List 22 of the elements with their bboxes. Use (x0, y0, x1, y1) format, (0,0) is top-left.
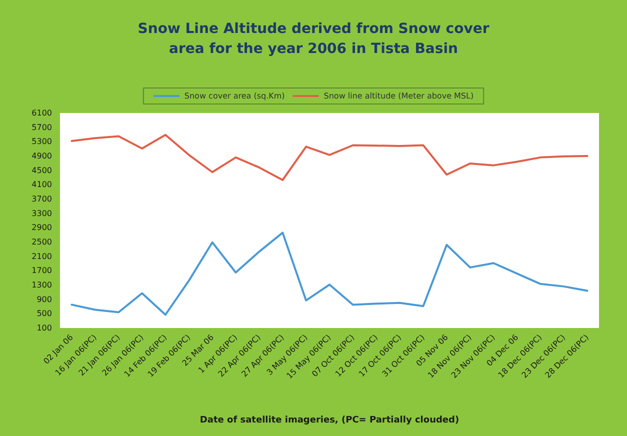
y-tick-label: 900 (36, 294, 52, 304)
y-tick-label: 3300 (32, 208, 52, 218)
line-series (70, 134, 588, 182)
y-tick-label: 4500 (32, 166, 52, 175)
y-tick-label: 2900 (32, 223, 52, 232)
y-tick-label: 1700 (32, 266, 52, 276)
y-tick-label: 2100 (32, 252, 52, 261)
y-tick-label: 2500 (32, 238, 52, 246)
line-series (70, 232, 588, 316)
y-tick-label: 500 (36, 309, 52, 318)
legend-label: Snow cover area (sq.Km) (184, 92, 285, 100)
y-tick-label: 1300 (32, 280, 52, 290)
y-tick-label: 5300 (32, 137, 52, 146)
x-axis-title: Date of satellite imageries, (PC= Partially clouded) (200, 416, 460, 426)
chart-title: Snow Line Altitude derived from Snow cover area for the year 2006 in Tista Basin (138, 21, 490, 57)
y-tick-label: 5700 (32, 122, 52, 132)
y-tick-label: 4900 (32, 152, 52, 160)
y-tick-label: 6100 (32, 108, 52, 118)
y-tick-label: 3700 (32, 194, 52, 204)
legend-label: Snow line altitude (Meter above MSL) (324, 92, 474, 100)
y-tick-label: 4100 (32, 180, 52, 190)
y-tick-label: 100 (36, 324, 52, 332)
